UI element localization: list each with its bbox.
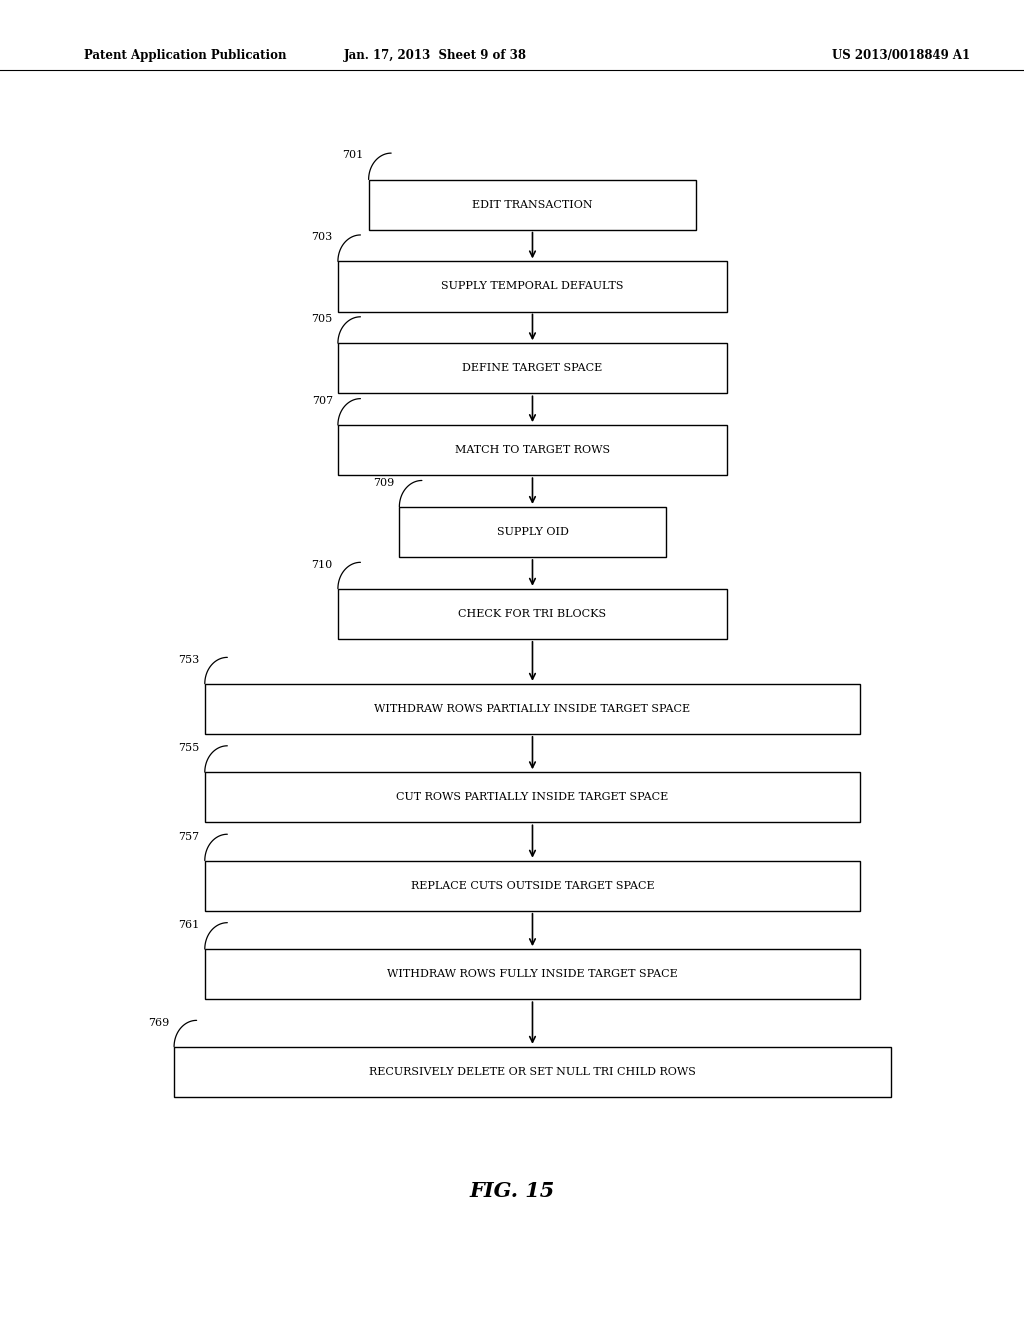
Bar [338, 261, 727, 312]
Text: FIG. 15: FIG. 15 [469, 1180, 555, 1201]
Bar [399, 507, 666, 557]
Text: SUPPLY OID: SUPPLY OID [497, 527, 568, 537]
Text: EDIT TRANSACTION: EDIT TRANSACTION [472, 199, 593, 210]
Bar [205, 684, 860, 734]
Text: Jan. 17, 2013  Sheet 9 of 38: Jan. 17, 2013 Sheet 9 of 38 [344, 49, 526, 62]
Text: 710: 710 [311, 560, 333, 570]
Bar [205, 949, 860, 999]
Text: 753: 753 [178, 655, 200, 665]
Text: MATCH TO TARGET ROWS: MATCH TO TARGET ROWS [455, 445, 610, 455]
Bar [205, 772, 860, 822]
Text: 769: 769 [147, 1018, 169, 1028]
Text: REPLACE CUTS OUTSIDE TARGET SPACE: REPLACE CUTS OUTSIDE TARGET SPACE [411, 880, 654, 891]
Text: 703: 703 [311, 232, 333, 243]
Text: Patent Application Publication: Patent Application Publication [84, 49, 287, 62]
Bar [338, 589, 727, 639]
Text: 705: 705 [311, 314, 333, 325]
Text: US 2013/0018849 A1: US 2013/0018849 A1 [833, 49, 970, 62]
Text: 709: 709 [373, 478, 394, 488]
Bar [205, 861, 860, 911]
Text: 755: 755 [178, 743, 200, 754]
Text: RECURSIVELY DELETE OR SET NULL TRI CHILD ROWS: RECURSIVELY DELETE OR SET NULL TRI CHILD… [369, 1067, 696, 1077]
Text: 707: 707 [311, 396, 333, 407]
Text: CHECK FOR TRI BLOCKS: CHECK FOR TRI BLOCKS [459, 609, 606, 619]
Text: 761: 761 [178, 920, 200, 931]
Bar [338, 425, 727, 475]
Text: SUPPLY TEMPORAL DEFAULTS: SUPPLY TEMPORAL DEFAULTS [441, 281, 624, 292]
Text: 757: 757 [178, 832, 200, 842]
Bar [174, 1047, 891, 1097]
Text: WITHDRAW ROWS FULLY INSIDE TARGET SPACE: WITHDRAW ROWS FULLY INSIDE TARGET SPACE [387, 969, 678, 979]
Text: CUT ROWS PARTIALLY INSIDE TARGET SPACE: CUT ROWS PARTIALLY INSIDE TARGET SPACE [396, 792, 669, 803]
Bar [338, 343, 727, 393]
Text: WITHDRAW ROWS PARTIALLY INSIDE TARGET SPACE: WITHDRAW ROWS PARTIALLY INSIDE TARGET SP… [375, 704, 690, 714]
Bar [369, 180, 696, 230]
Text: DEFINE TARGET SPACE: DEFINE TARGET SPACE [463, 363, 602, 374]
Text: 701: 701 [342, 150, 364, 161]
